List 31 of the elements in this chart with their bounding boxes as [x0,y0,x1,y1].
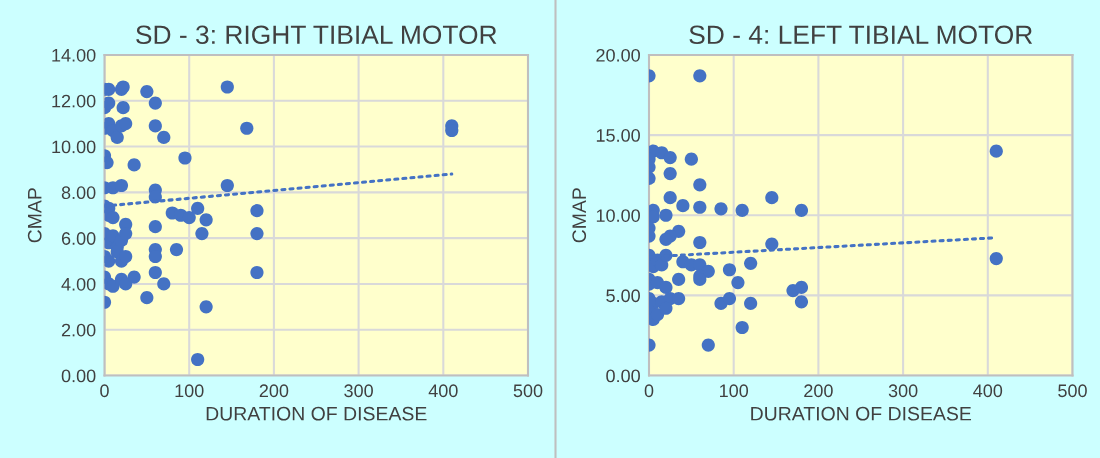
y-tick-label: 6.00 [61,232,96,245]
y-tick-label: 4.00 [61,277,96,291]
x-tick-label: 100 [720,384,749,398]
x-tick-label: 0 [644,384,654,398]
y-tick-label: 5.00 [606,289,640,303]
y-tick-label: 20.00 [596,48,640,62]
x-tick-label: 300 [344,384,373,398]
y-axis-title: CMAP [27,188,42,243]
y-tick-label: 0.00 [61,369,96,383]
x-tick-label: 200 [804,384,833,398]
x-tick-label: 200 [259,384,289,398]
y-tick-label: 2.00 [61,323,96,337]
chart-title: SD - 4: LEFT TIBIAL MOTOR [689,25,1033,45]
x-tick-label: 100 [175,384,204,398]
x-tick-label: 300 [888,384,918,398]
y-tick-label: 15.00 [596,129,640,142]
x-tick-label: 500 [1058,384,1087,398]
x-axis-title: DURATION OF DISEASE [206,406,427,421]
y-tick-label: 10.00 [596,209,640,222]
y-axis-title: CMAP [572,188,587,243]
x-axis-title: DURATION OF DISEASE [751,406,972,421]
chart-title: SD - 3: RIGHT TIBIAL MOTOR [136,25,497,45]
x-tick-label: 400 [973,384,1003,398]
y-tick-label: 14.00 [52,48,96,62]
x-tick-label: 0 [100,384,109,398]
y-tick-label: 0.00 [606,369,640,383]
y-tick-label: 8.00 [61,186,96,200]
y-tick-label: 10.00 [52,140,96,154]
x-tick-label: 500 [513,384,543,398]
y-tick-label: 12.00 [52,94,96,108]
x-tick-label: 400 [428,384,458,398]
